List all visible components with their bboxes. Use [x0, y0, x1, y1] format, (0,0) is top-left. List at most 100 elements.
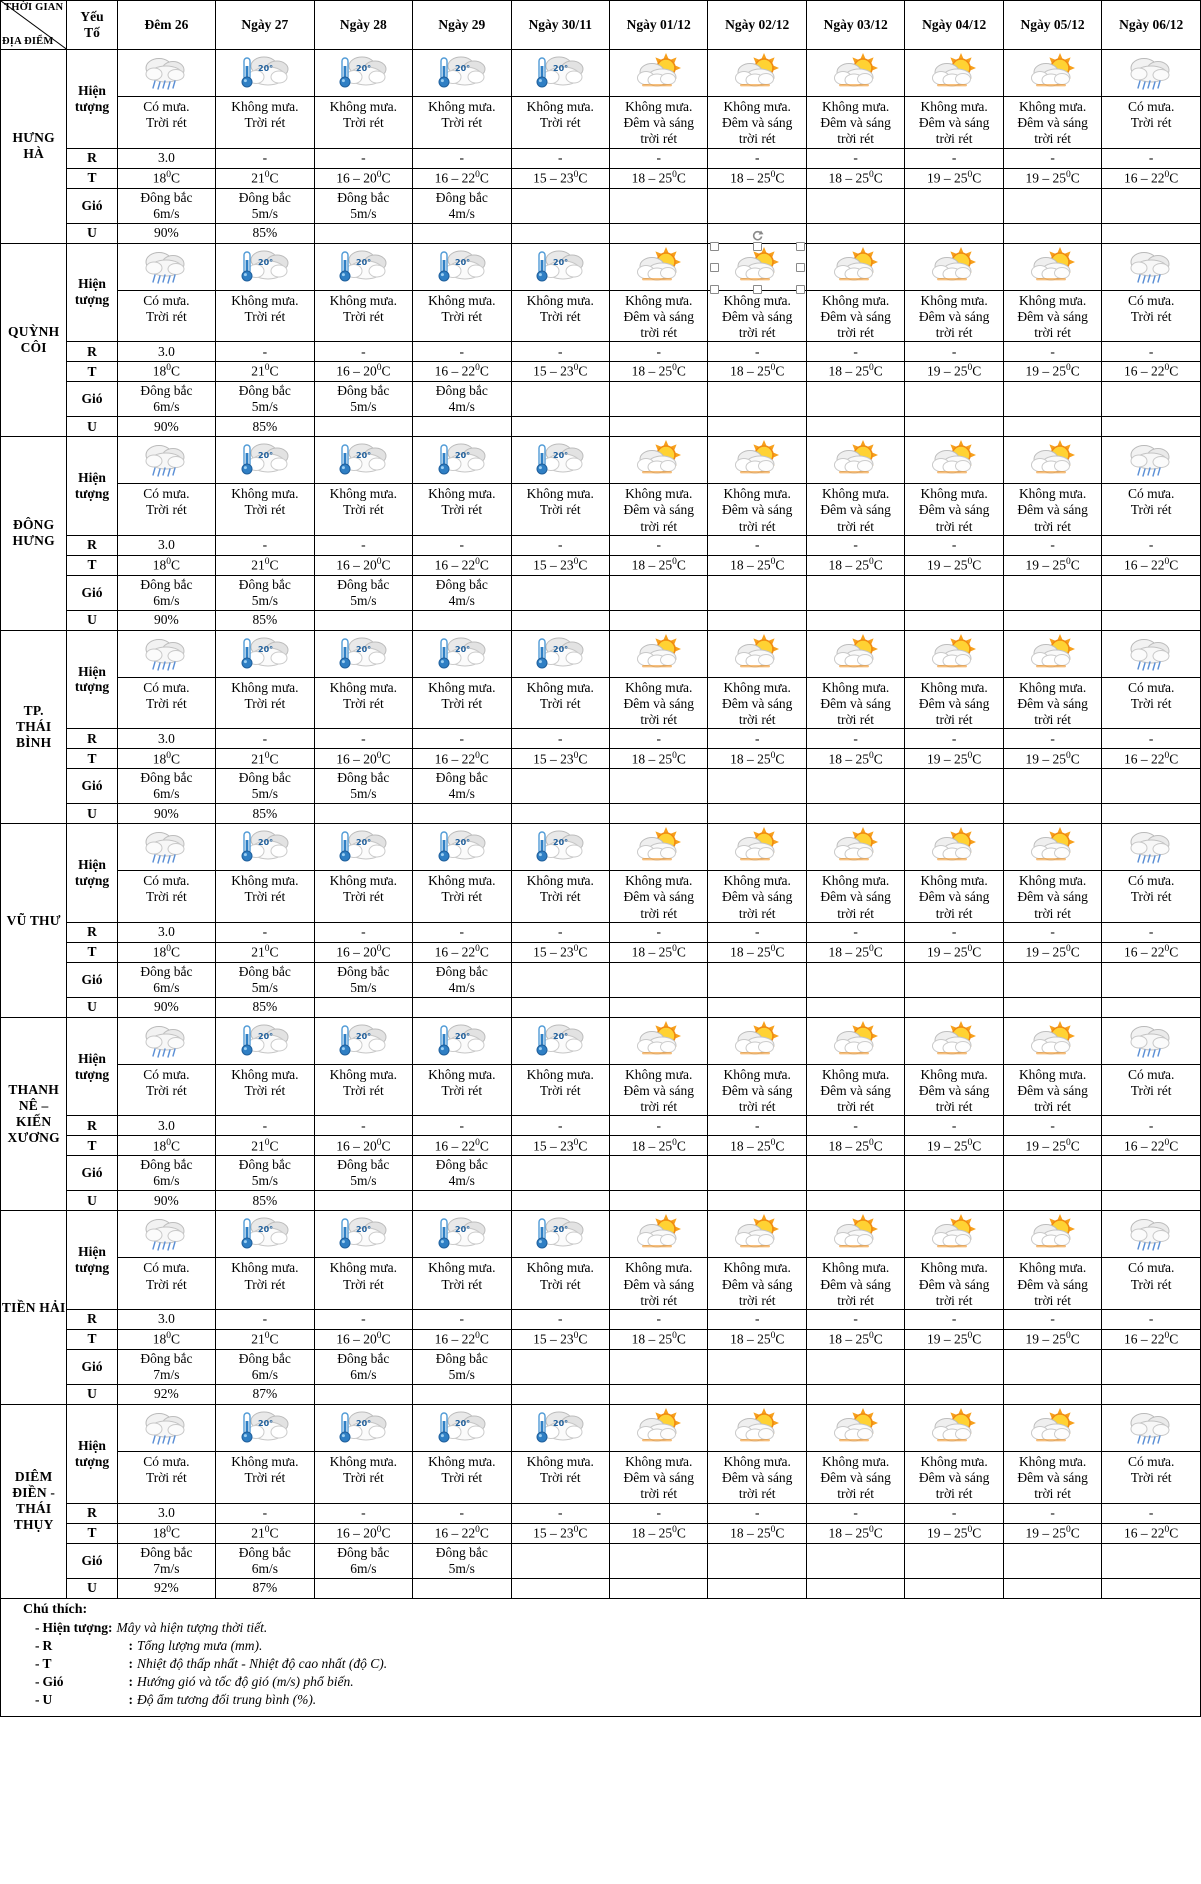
- block-5-phenomenon-row: THANH NÊ – KIẾN XƯƠNG Hiện tượng Có mưa. Trời r…: [0, 1016, 1201, 1212]
- phenomenon-line: Không mưa.: [231, 1453, 299, 1469]
- sun-behind-cloud-icon: [825, 246, 887, 288]
- wind-direction: Đông bắc: [140, 189, 193, 205]
- phenomenon-cell-2-5: Không mưa. Đêm và sáng trời rét: [608, 436, 709, 536]
- wind-value-6-7: [805, 1348, 906, 1385]
- block-1-humidity-row: U 90% 85%: [1, 416, 1201, 438]
- cold-thermometer-cloud-icon: 20°: [339, 830, 387, 862]
- phenomenon-line: Không mưa.: [822, 292, 890, 308]
- phenomenon-cell-6-7: Không mưa. Đêm và sáng trời rét: [805, 1210, 906, 1310]
- temp-value-5-9: 19 – 250C: [1002, 1135, 1103, 1157]
- temp-value-0-4: 15 – 230C: [510, 167, 611, 189]
- weather-icon-wrapper: [117, 50, 216, 97]
- legend-item-4: - U: Độ ẩm tương đối trung bình (%).: [1, 1691, 1200, 1709]
- humidity-value-6-4: [510, 1383, 611, 1405]
- sun-behind-cloud-icon: [833, 827, 878, 861]
- phenomenon-line: trời rét: [640, 1292, 678, 1308]
- cold-thermometer-cloud-icon: 20°: [529, 1213, 591, 1255]
- rain-value-3-0: 3.0: [116, 728, 217, 750]
- factor-humidity-label-1: U: [66, 416, 118, 438]
- wind-value-7-10: [1101, 1542, 1201, 1579]
- weather-icon-wrapper: [905, 824, 1003, 872]
- svg-text:20°: 20°: [455, 258, 470, 267]
- phenomenon-text: Không mưa. Trời rét: [216, 1452, 313, 1503]
- phenomenon-cell-4-8: Không mưa. Đêm và sáng trời rét: [904, 823, 1004, 923]
- phenomenon-line: Trời rét: [539, 1276, 581, 1292]
- phenomenon-text: Có mưa. Trời rét: [118, 871, 215, 922]
- humidity-value-7-10: [1101, 1577, 1201, 1599]
- phenomenon-line: Đêm và sáng: [623, 502, 694, 518]
- legend-key: R: [42, 1637, 53, 1653]
- phenomenon-cell-7-1: 20° Không mưa. Trời rét: [215, 1403, 315, 1504]
- factor-line2: tượng: [74, 679, 110, 695]
- wind-value-6-10: [1101, 1348, 1201, 1385]
- temp-value-0-8: 19 – 250C: [904, 167, 1004, 189]
- wind-direction: Đông bắc: [140, 770, 193, 786]
- cold-thermometer-cloud-icon: 20°: [234, 1020, 296, 1062]
- phenomenon-text: Không mưa. Đêm và sáng trời rét: [610, 871, 707, 922]
- rain-cloud-icon: [145, 58, 185, 90]
- weather-icon-wrapper: 20°: [511, 1211, 609, 1259]
- weather-icon-wrapper: [117, 1211, 216, 1259]
- rain-value-6-5: -: [608, 1308, 709, 1330]
- wind-value-0-7: [805, 187, 906, 224]
- phenomenon-line: Đêm và sáng: [820, 695, 891, 711]
- location-line: VŨ THƯ: [6, 912, 61, 928]
- wind-value-5-9: [1002, 1155, 1103, 1192]
- humidity-value-5-1: 85%: [215, 1190, 315, 1212]
- svg-text:20°: 20°: [356, 1419, 371, 1428]
- humidity-value-4-5: [608, 996, 709, 1018]
- phenomenon-line: Đêm và sáng: [623, 1083, 694, 1098]
- phenomenon-text: Không mưa. Trời rét: [413, 678, 510, 729]
- sun-behind-cloud-icon: [825, 633, 887, 675]
- humidity-value-7-8: [904, 1577, 1004, 1599]
- wind-value-7-2: Đông bắc 6m/s: [313, 1542, 414, 1579]
- phenomenon-line: Không mưa.: [920, 99, 988, 114]
- phenomenon-text: Có mưa. Trời rét: [1102, 484, 1200, 535]
- phenomenon-text: Không mưa. Trời rét: [413, 1452, 510, 1503]
- sun-behind-cloud-icon: [726, 1213, 788, 1255]
- wind-speed: 5m/s: [251, 399, 278, 415]
- phenomenon-line: Không mưa.: [723, 292, 791, 308]
- phenomenon-line: Đêm và sáng: [820, 502, 891, 518]
- location-line: TP.: [23, 703, 44, 719]
- rain-cloud-icon: [135, 633, 197, 675]
- weather-icon-wrapper: [1102, 50, 1200, 97]
- sun-behind-cloud-icon: [636, 440, 681, 474]
- phenomenon-line: Đêm và sáng: [623, 695, 694, 711]
- factor-temp-label-6: T: [66, 1328, 118, 1350]
- temp-value-2-4: 15 – 230C: [510, 554, 611, 576]
- phenomenon-text: Không mưa. Trời rét: [512, 484, 609, 535]
- wind-value-0-2: Đông bắc 5m/s: [313, 187, 414, 224]
- phenomenon-text: Không mưa. Trời rét: [315, 1452, 412, 1503]
- rain-value-0-0: 3.0: [116, 147, 217, 169]
- cold-thermometer-cloud-icon: 20°: [438, 830, 486, 862]
- block-6-wind-row: Gió Đông bắc 7m/s Đông bắc 6m/s Đông bắc 6m/s Đ…: [1, 1348, 1201, 1385]
- humidity-value-6-9: [1002, 1383, 1103, 1405]
- block-2-humidity-row: U 90% 85%: [1, 609, 1201, 631]
- phenomenon-line: Trời rét: [539, 889, 581, 905]
- phenomenon-line: Đêm và sáng: [721, 502, 793, 518]
- weather-icon-wrapper: 20°: [314, 631, 413, 678]
- block-1-rain-row: R 3.0- - - - - - - - - -: [1, 341, 1201, 363]
- factor-phenomenon-label-6: Hiện tượng: [66, 1210, 118, 1310]
- wind-direction: Đông bắc: [238, 1157, 291, 1173]
- humidity-value-5-9: [1002, 1190, 1103, 1212]
- weather-icon-wrapper: [1102, 824, 1200, 872]
- temp-value-7-5: 18 – 250C: [608, 1522, 709, 1544]
- weather-icon-wrapper: 20°: [413, 631, 511, 678]
- rain-value-0-3: -: [412, 147, 512, 169]
- block-7-wind-row: Gió Đông bắc 7m/s Đông bắc 6m/s Đông bắc 6m/s Đ…: [1, 1542, 1201, 1579]
- rain-value-0-7: -: [805, 147, 906, 169]
- wind-direction: Đông bắc: [140, 963, 193, 979]
- block-6-rain-row: R 3.0- - - - - - - - - -: [1, 1308, 1201, 1330]
- phenomenon-cell-2-1: 20° Không mưa. Trời rét: [215, 436, 315, 536]
- phenomenon-cell-1-4: 20° Không mưa. Trời rét: [510, 242, 611, 343]
- rain-value-2-6: -: [707, 534, 807, 556]
- sun-behind-cloud-icon: [825, 439, 887, 481]
- humidity-value-7-0: 92%: [116, 1577, 217, 1599]
- weather-icon-wrapper: [905, 631, 1003, 678]
- factor-wind-label-2: Gió: [66, 574, 118, 611]
- phenomenon-line: Có mưa.: [1128, 1453, 1175, 1469]
- phenomenon-line: Không mưa.: [1018, 679, 1087, 695]
- rain-value-4-5: -: [608, 921, 709, 943]
